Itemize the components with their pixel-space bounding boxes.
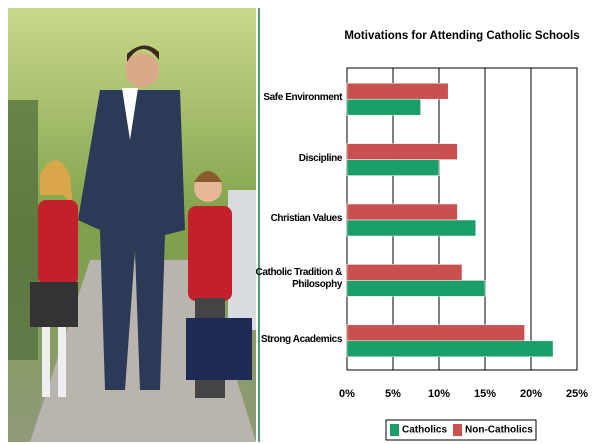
x-tick-label: 15% [474, 388, 496, 400]
bar [346, 324, 525, 342]
y-tick-label: Discipline [298, 152, 343, 164]
legend-label: Non-Catholics [465, 425, 533, 436]
bar [346, 203, 458, 221]
y-tick-label: Christian Values [270, 213, 343, 224]
bar [346, 264, 463, 281]
bar [346, 159, 440, 176]
x-tick-label: 0% [339, 388, 355, 400]
photo [8, 8, 256, 442]
chart-title: Motivations for Attending Catholic Schoo… [344, 30, 579, 42]
x-tick-label: 20% [520, 388, 542, 400]
bar [346, 340, 554, 358]
y-tick-label: Safe Environment [263, 92, 342, 104]
y-tick-label: Strong Academics [260, 333, 342, 345]
x-tick-label: 10% [428, 388, 450, 400]
legend-swatch [453, 424, 463, 436]
y-tick-label: Catholic Tradition & Philosophy [255, 267, 343, 291]
bar [346, 82, 449, 100]
bar [346, 98, 421, 116]
x-tick-label: 25% [566, 388, 588, 400]
bar [346, 143, 458, 160]
legend-label: Catholics [402, 425, 447, 436]
x-tick-label: 5% [385, 388, 401, 400]
bar [346, 219, 477, 237]
bar [346, 280, 486, 297]
legend-swatch [390, 424, 399, 436]
